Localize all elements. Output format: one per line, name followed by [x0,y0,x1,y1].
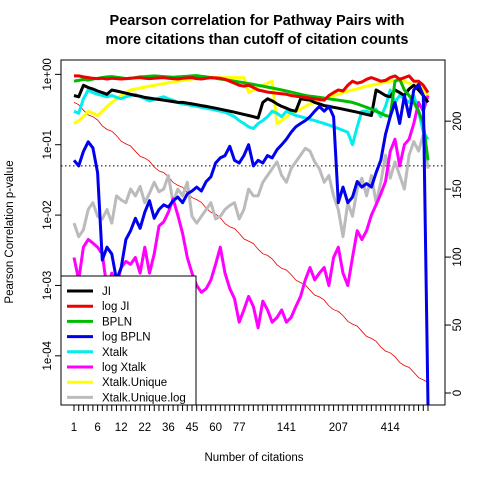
x-axis-tick-label: 414 [381,422,401,434]
series-line-log-xtalk [72,95,430,330]
right-axis: 0 50 100 150 200 [444,112,464,396]
x-axis-tick-label: 60 [209,422,222,434]
x-axis-tick-label: 207 [329,422,348,434]
legend-label: Xtalk.Unique [102,377,167,389]
x-axis-tick-label: 22 [138,422,151,434]
legend: JI log JI BPLN log BPLN Xtalk log Xtalk Xtalk.… [60,275,197,406]
series-line-bpln [73,74,430,161]
right-axis-tick-label: 50 [452,319,464,332]
series-line-xtalk-unique [73,76,430,125]
right-axis-tick-label: 200 [452,112,464,131]
series-line-log-ji [74,74,430,102]
series-line-ji [73,83,430,120]
left-axis-tick-label: 1e-04 [42,341,54,371]
legend-label: log BPLN [102,332,151,344]
x-axis-tick-label: 77 [233,422,246,434]
left-axis-tick-label: 1e-02 [42,200,54,229]
y-axis-label: Pearson Correlation p-value [4,160,16,303]
chart-title-line1: Pearson correlation for Pathway Pairs wi… [110,13,405,29]
x-axis-tick-label: 36 [162,422,175,434]
left-axis-tick-label: 1e+00 [42,58,54,90]
red-trend-line [73,102,429,383]
x-axis-tick-label: 45 [186,422,199,434]
chart-title-line2: more citations than cutoff of citation c… [106,32,409,48]
legend-label: log JI [102,301,130,313]
x-axis-tick-label: 6 [94,422,100,434]
left-axis: 1e+00 1e-01 1e-02 1e-03 1e-04 [42,58,62,371]
right-axis-tick-label: 150 [452,180,464,199]
legend-label: Xtalk [102,347,128,359]
x-axis-tick-label: 1 [71,422,77,434]
series-line-log-bpln [72,82,430,405]
x-axis: 1 6 12 22 36 45 60 77 141 207 414 [71,404,429,434]
legend-label: JI [102,286,111,298]
x-axis-tick-label: 141 [277,422,296,434]
right-axis-tick-label: 0 [452,390,464,396]
right-axis-tick-label: 100 [452,247,464,266]
left-axis-tick-label: 1e-03 [42,271,54,300]
x-axis-label: Number of citations [204,452,303,464]
left-axis-tick-label: 1e-01 [42,130,54,159]
legend-label: BPLN [102,316,132,328]
x-axis-tick-label: 12 [115,422,128,434]
plot-series-group [61,74,445,405]
plot-border [60,59,446,406]
legend-label: Xtalk.Unique.log [102,392,186,404]
plot-area [61,74,445,405]
legend-label: log Xtalk [102,362,146,374]
